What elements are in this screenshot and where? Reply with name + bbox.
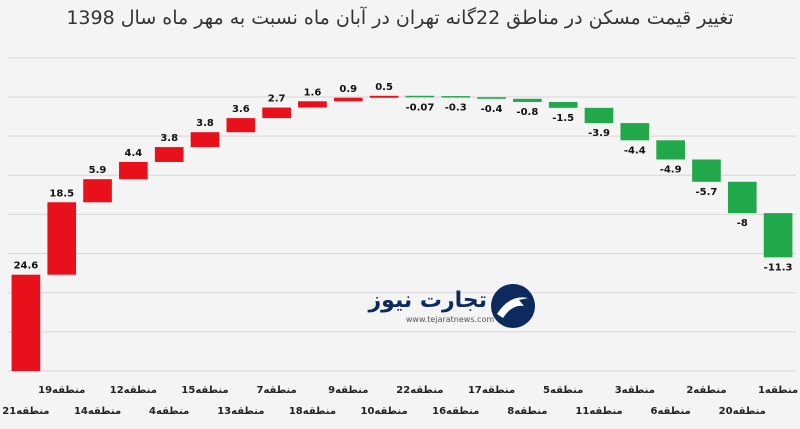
value-label: -3.9 [588,128,610,139]
category-label: منطقه3 [615,385,655,396]
bar-7 [226,118,256,133]
bar-11 [369,95,399,98]
value-label: 2.7 [268,94,286,105]
value-label: -0.07 [405,102,434,113]
category-label: منطقه19 [38,385,85,396]
bar-18 [620,123,650,141]
category-label: منطقه16 [432,406,479,417]
value-label: 4.4 [125,148,143,159]
category-label: منطقه11 [575,406,622,417]
value-label: 3.8 [160,133,178,144]
bar-22 [763,213,793,258]
logo-swoosh-icon [497,297,528,318]
watermark-logo: تجارت نیوز www.tejaratnews.com [367,284,535,328]
bar-9 [298,101,327,108]
bar-1 [11,274,41,371]
value-label: -8 [737,218,748,229]
value-label: -0.3 [445,103,467,114]
value-label: -0.4 [481,104,503,115]
value-label: 24.6 [14,261,39,272]
bar-15 [513,98,542,102]
bar-14 [477,97,506,99]
category-label: منطقه12 [110,385,157,396]
category-label: منطقه9 [328,385,368,396]
bar-13 [441,96,471,98]
category-labels: منطقه21 منطقه19 منطقه14 منطقه12 منطقه4 منطقه1… [2,385,798,417]
value-label: 0.9 [339,84,357,95]
category-label: منطقه7 [257,385,297,396]
value-label: 18.5 [49,188,74,199]
category-label: منطقه4 [149,406,189,417]
value-label: 3.8 [196,118,214,129]
gridlines [8,57,796,372]
value-label: -5.7 [696,187,718,198]
chart-title: تغییر قیمت مسکن در مناطق 22گانه تهران در… [66,5,733,29]
category-label: منطقه2 [686,385,726,396]
bar-5 [154,147,184,162]
value-label: -4.9 [660,164,682,175]
bar-21 [727,181,757,214]
value-label: 1.6 [304,87,322,98]
value-label: -1.5 [552,113,574,124]
category-label: منطقه18 [289,406,336,417]
watermark-name: تجارت نیوز [367,288,487,313]
value-label: -4.4 [624,145,646,156]
bar-8 [262,107,291,119]
bar-10 [333,97,363,102]
category-label: منطقه10 [360,406,407,417]
category-label: منطقه15 [181,385,228,396]
value-label: 3.6 [232,104,250,115]
value-label: -0.8 [516,107,538,118]
bar-6 [190,132,220,148]
category-label: منطقه20 [719,406,766,417]
bar-3 [83,179,112,203]
category-label: منطقه21 [2,406,49,417]
category-label: منطقه22 [396,385,443,396]
watermark-url: www.tejaratnews.com [406,315,494,324]
bar-4 [119,161,148,180]
bar-17 [584,107,614,124]
bar-16 [548,101,578,108]
value-label: -11.3 [764,262,793,273]
bar-20 [692,159,721,182]
category-label: منطقه13 [217,406,264,417]
bar-12 [405,95,435,98]
category-label: منطقه6 [651,406,691,417]
category-label: منطقه5 [543,385,583,396]
category-label: منطقه17 [468,385,515,396]
bars [11,95,793,371]
value-label: 5.9 [89,165,107,176]
value-labels: 24.6 18.5 5.9 4.4 3.8 3.8 3.6 2.7 1.6 0.9 0.5 -0.07… [14,82,793,274]
bar-2 [47,202,77,275]
category-label: منطقه1 [758,385,798,396]
value-label: 0.5 [375,82,393,93]
bar-19 [656,140,685,160]
category-label: منطقه14 [74,406,121,417]
category-label: منطقه8 [507,406,547,417]
